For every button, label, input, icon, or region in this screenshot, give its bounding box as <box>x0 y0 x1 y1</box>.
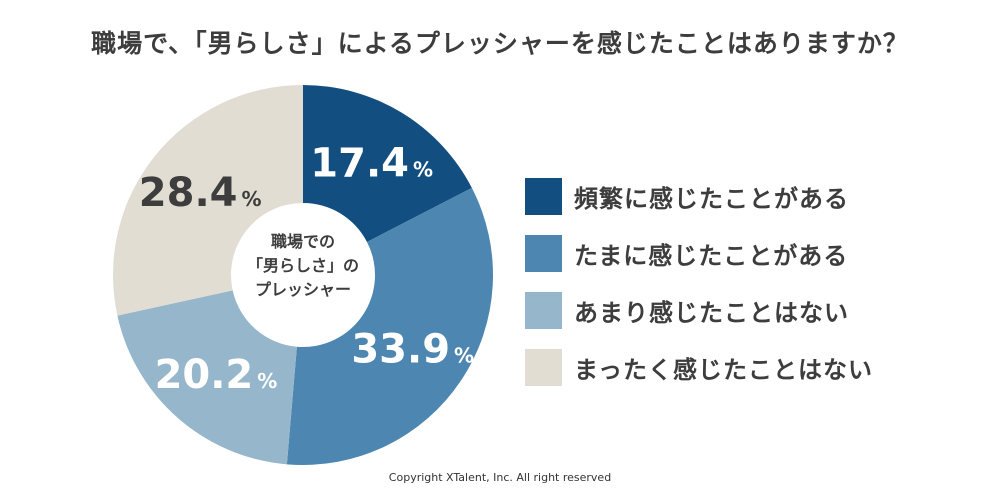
legend-item: あまり感じたことはない <box>525 291 873 329</box>
legend-label: まったく感じたことはない <box>574 355 874 384</box>
copyright-notice: Copyright XTalent, Inc. All right reserv… <box>388 471 612 484</box>
pie-slice <box>117 290 297 465</box>
center-label-line-3: プレッシャー <box>254 280 351 299</box>
legend-label: あまり感じたことはない <box>574 298 849 327</box>
legend-swatch <box>525 291 562 329</box>
legend: 頻繁に感じたことがある たまに感じたことがある あまり感じたことはない まったく… <box>525 177 874 406</box>
pie-slice <box>112 85 304 316</box>
donut-center-label: 職場での 「男らしさ」の プレッシャー <box>233 230 373 302</box>
center-label-line-1: 職場での <box>270 232 335 251</box>
slice-value-label: 28.4% <box>139 170 262 216</box>
pie-slice <box>303 85 472 242</box>
legend-swatch <box>525 177 562 215</box>
legend-item: まったく感じたことはない <box>525 348 874 386</box>
legend-item: たまに感じたことがある <box>525 234 873 272</box>
center-label-line-2: 「男らしさ」の <box>246 256 359 275</box>
slice-value-label: 20.2% <box>155 352 278 398</box>
slice-value-label: 33.9% <box>351 326 474 372</box>
slice-value-label: 17.4% <box>310 140 433 186</box>
pie-slice <box>286 187 494 465</box>
legend-label: たまに感じたことがある <box>574 241 849 270</box>
chart-title: 職場で、「男らしさ」によるプレッシャーを感じたことはありますか？ <box>91 29 909 58</box>
legend-label: 頻繁に感じたことがある <box>574 184 849 213</box>
legend-swatch <box>525 234 562 272</box>
legend-swatch <box>525 348 562 386</box>
legend-item: 頻繁に感じたことがある <box>525 177 873 215</box>
